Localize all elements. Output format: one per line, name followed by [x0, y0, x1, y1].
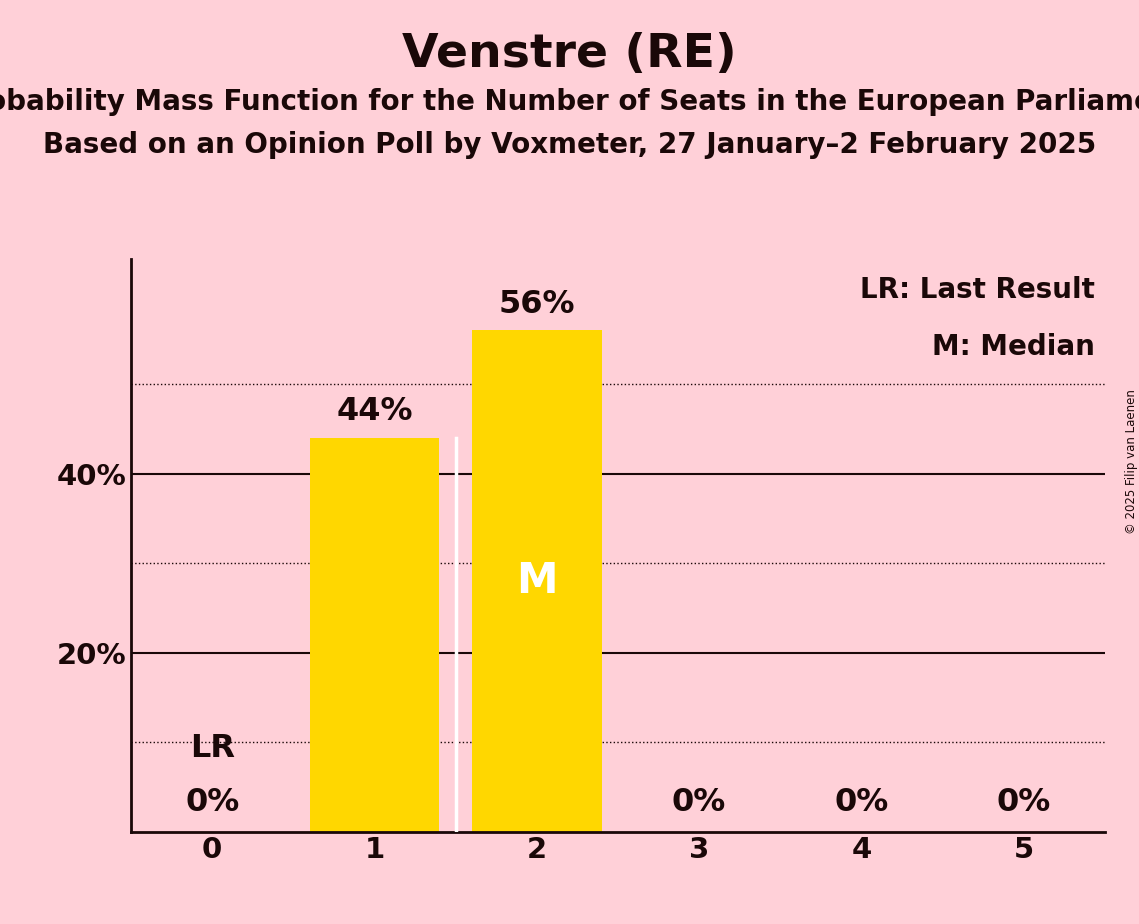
Text: 56%: 56% — [499, 288, 575, 320]
Text: M: M — [516, 560, 557, 602]
Bar — [310, 438, 440, 832]
Text: 0%: 0% — [672, 787, 727, 818]
Text: LR: LR — [189, 734, 235, 764]
Text: 0%: 0% — [997, 787, 1051, 818]
Text: Probability Mass Function for the Number of Seats in the European Parliament: Probability Mass Function for the Number… — [0, 88, 1139, 116]
Text: © 2025 Filip van Laenen: © 2025 Filip van Laenen — [1124, 390, 1138, 534]
Text: M: Median: M: Median — [932, 334, 1095, 361]
Text: LR: Last Result: LR: Last Result — [860, 276, 1095, 304]
Bar — [472, 330, 601, 832]
Text: 0%: 0% — [834, 787, 888, 818]
Text: 44%: 44% — [336, 396, 412, 427]
Text: 0%: 0% — [185, 787, 239, 818]
Text: Based on an Opinion Poll by Voxmeter, 27 January–2 February 2025: Based on an Opinion Poll by Voxmeter, 27… — [43, 131, 1096, 159]
Text: Venstre (RE): Venstre (RE) — [402, 32, 737, 78]
